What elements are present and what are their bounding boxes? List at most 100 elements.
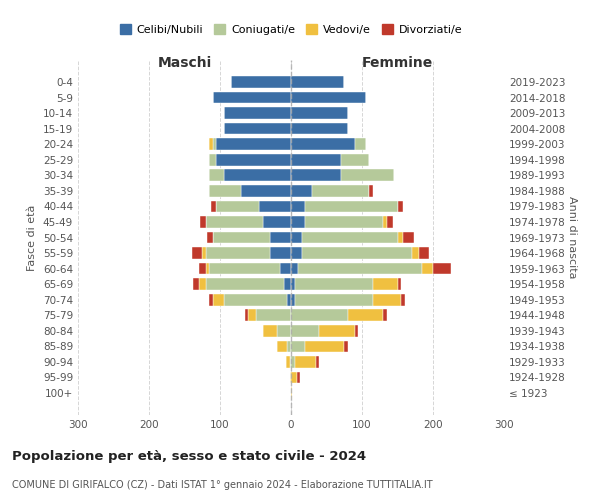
Bar (398, 200, 403, 212)
Bar (217, 138, 291, 150)
Bar (199, 278, 206, 290)
Text: Popolazione per età, sesso e stato civile - 2024: Popolazione per età, sesso e stato civil… (12, 450, 366, 463)
Bar (280, 263, 291, 274)
Bar (191, 247, 202, 259)
Bar (224, 294, 287, 306)
Bar (217, 200, 259, 212)
Bar (241, 185, 291, 196)
Bar (344, 340, 348, 352)
Bar (263, 325, 277, 336)
Bar (291, 92, 365, 104)
Bar (230, 76, 291, 88)
Bar (209, 294, 213, 306)
Bar (213, 92, 291, 104)
Bar (291, 200, 305, 212)
Bar (298, 263, 422, 274)
Bar (287, 294, 291, 306)
Bar (291, 216, 305, 228)
Bar (305, 340, 344, 352)
Bar (291, 356, 295, 368)
Bar (224, 170, 291, 181)
Bar (348, 310, 383, 321)
Y-axis label: Anni di nascita: Anni di nascita (567, 196, 577, 279)
Bar (209, 154, 217, 166)
Bar (316, 356, 319, 368)
Bar (213, 138, 217, 150)
Bar (305, 216, 383, 228)
Text: Maschi: Maschi (157, 56, 212, 70)
Bar (291, 310, 348, 321)
Bar (291, 154, 341, 166)
Bar (213, 294, 224, 306)
Bar (217, 154, 291, 166)
Bar (259, 200, 291, 212)
Bar (401, 294, 404, 306)
Bar (419, 247, 430, 259)
Bar (319, 325, 355, 336)
Bar (270, 247, 291, 259)
Bar (290, 356, 291, 368)
Bar (355, 325, 358, 336)
Bar (290, 372, 291, 384)
Bar (302, 247, 412, 259)
Bar (305, 200, 398, 212)
Bar (422, 263, 433, 274)
Bar (200, 216, 206, 228)
Bar (355, 138, 365, 150)
Bar (291, 170, 341, 181)
Bar (291, 278, 295, 290)
Text: Femmine: Femmine (362, 56, 433, 70)
Bar (369, 185, 373, 196)
Bar (213, 232, 270, 243)
Bar (206, 247, 270, 259)
Bar (206, 278, 284, 290)
Bar (291, 107, 348, 119)
Bar (245, 310, 248, 321)
Bar (295, 356, 316, 368)
Bar (373, 294, 401, 306)
Bar (291, 138, 355, 150)
Bar (211, 200, 217, 212)
Bar (202, 247, 206, 259)
Bar (277, 325, 291, 336)
Bar (284, 278, 291, 290)
Bar (224, 107, 291, 119)
Bar (206, 216, 263, 228)
Bar (270, 232, 291, 243)
Bar (291, 185, 313, 196)
Legend: Celibi/Nubili, Coniugati/e, Vedovi/e, Divorziati/e: Celibi/Nubili, Coniugati/e, Vedovi/e, Di… (115, 20, 467, 39)
Y-axis label: Fasce di età: Fasce di età (28, 204, 37, 270)
Bar (248, 310, 256, 321)
Bar (291, 232, 302, 243)
Bar (295, 278, 373, 290)
Text: COMUNE DI GIRIFALCO (CZ) - Dati ISTAT 1° gennaio 2024 - Elaborazione TUTTITALIA.: COMUNE DI GIRIFALCO (CZ) - Dati ISTAT 1°… (12, 480, 433, 490)
Bar (433, 263, 451, 274)
Bar (302, 232, 398, 243)
Bar (209, 170, 224, 181)
Bar (193, 278, 199, 290)
Bar (403, 232, 414, 243)
Bar (383, 310, 387, 321)
Bar (206, 263, 209, 274)
Bar (286, 356, 290, 368)
Bar (207, 232, 213, 243)
Bar (398, 278, 401, 290)
Bar (398, 232, 403, 243)
Bar (263, 216, 291, 228)
Bar (295, 294, 373, 306)
Bar (291, 340, 305, 352)
Bar (412, 247, 419, 259)
Bar (383, 216, 387, 228)
Bar (256, 310, 291, 321)
Bar (341, 154, 369, 166)
Bar (291, 387, 292, 399)
Bar (313, 185, 369, 196)
Bar (199, 263, 206, 274)
Bar (387, 216, 392, 228)
Bar (209, 138, 213, 150)
Bar (291, 325, 319, 336)
Bar (373, 278, 398, 290)
Bar (291, 76, 344, 88)
Bar (287, 340, 291, 352)
Bar (277, 340, 287, 352)
